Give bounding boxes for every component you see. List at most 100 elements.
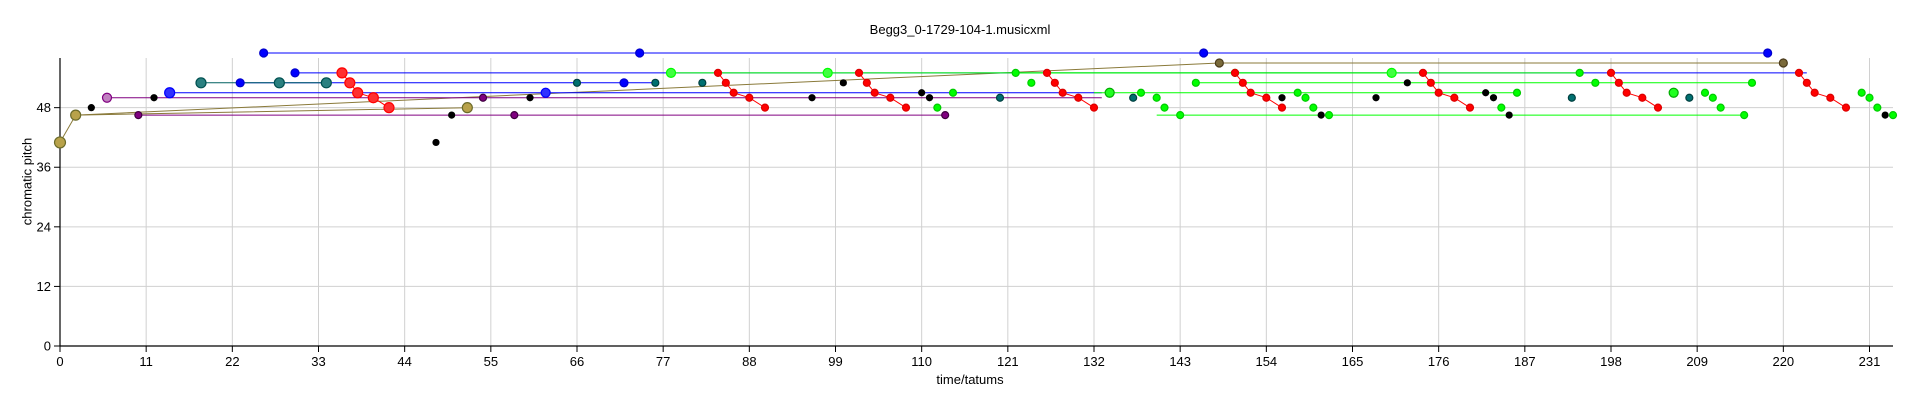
data-point	[1129, 93, 1138, 102]
data-point	[1668, 87, 1679, 98]
data-point	[854, 68, 864, 77]
data-point	[1372, 94, 1380, 102]
data-point	[1027, 78, 1036, 87]
data-point	[383, 102, 395, 114]
data-point	[925, 94, 934, 102]
data-point	[1230, 68, 1240, 77]
data-point	[510, 111, 519, 120]
y-tick-label: 48	[37, 100, 51, 115]
data-point	[1708, 93, 1717, 102]
data-point	[235, 78, 245, 88]
data-point	[1794, 68, 1804, 77]
data-point	[195, 77, 207, 89]
x-tick-label: 0	[56, 354, 63, 369]
data-point	[886, 93, 895, 102]
y-tick-label: 0	[44, 339, 51, 354]
x-tick-label: 165	[1342, 354, 1364, 369]
x-tick-label: 209	[1686, 354, 1708, 369]
y-tick-label: 12	[37, 279, 51, 294]
series-line	[1046, 72, 1095, 109]
data-point	[1638, 93, 1647, 102]
data-point	[1497, 103, 1506, 112]
data-point	[729, 88, 738, 97]
data-point	[1324, 111, 1334, 120]
data-point	[540, 87, 551, 98]
series-line	[717, 72, 766, 109]
data-point	[1418, 68, 1428, 77]
data-point	[941, 111, 950, 120]
data-point	[1881, 111, 1889, 119]
data-point	[1614, 78, 1623, 87]
data-point	[1434, 88, 1443, 97]
data-point	[1802, 78, 1811, 87]
x-tick-label: 198	[1600, 354, 1622, 369]
x-tick-label: 88	[742, 354, 756, 369]
data-point	[1160, 103, 1169, 112]
grid-layer	[59, 58, 1893, 347]
data-point	[344, 77, 356, 89]
x-tick-label: 154	[1255, 354, 1277, 369]
data-point	[1246, 88, 1255, 97]
data-point	[665, 67, 677, 78]
data-point	[1505, 111, 1513, 119]
data-point	[1489, 94, 1498, 102]
series-line	[1422, 72, 1471, 109]
data-point	[1293, 88, 1302, 97]
data-point	[619, 78, 629, 88]
data-point	[1176, 111, 1185, 120]
x-tick-label: 110	[911, 354, 932, 369]
x-tick-label: 66	[570, 354, 584, 369]
data-point	[87, 104, 95, 112]
data-point	[164, 87, 176, 99]
data-point	[367, 92, 379, 104]
data-point	[1512, 88, 1522, 97]
x-tick-label: 231	[1859, 354, 1881, 369]
series-line	[1798, 72, 1847, 109]
data-point	[1888, 111, 1898, 120]
data-point	[1058, 88, 1067, 97]
data-point	[1152, 93, 1161, 102]
data-point	[870, 88, 879, 97]
data-point	[290, 68, 300, 78]
data-point	[1826, 93, 1835, 102]
data-point	[862, 78, 871, 87]
point-layer	[53, 48, 1898, 149]
data-point	[1191, 78, 1200, 87]
data-point	[822, 67, 833, 78]
x-tick-label: 77	[656, 354, 670, 369]
data-point	[1685, 93, 1694, 102]
data-point	[995, 93, 1005, 102]
data-point	[1042, 68, 1052, 77]
data-point	[1716, 103, 1725, 112]
data-point	[1857, 88, 1866, 97]
data-point	[745, 93, 754, 102]
data-point	[760, 103, 770, 112]
data-point	[1865, 93, 1874, 102]
chart-title: Begg3_0-1729-104-1.musicxml	[869, 22, 1051, 37]
data-point	[1238, 78, 1247, 87]
data-point	[1386, 67, 1397, 78]
axis-layer: 0 11 22 33 44 55 66 77 88 99 110 121 132 143 154 165 176…	[37, 58, 1893, 369]
data-point	[1104, 87, 1115, 98]
data-point	[721, 78, 730, 87]
data-point	[101, 92, 113, 103]
data-point	[1465, 103, 1475, 112]
data-point	[1317, 111, 1325, 119]
data-point	[1214, 58, 1224, 68]
x-tick-label: 176	[1428, 354, 1450, 369]
data-point	[698, 78, 707, 87]
data-point	[1747, 78, 1757, 87]
data-point	[1810, 88, 1819, 97]
x-tick-label: 99	[828, 354, 842, 369]
data-point	[933, 103, 942, 112]
series-line	[75, 62, 1220, 116]
series-line	[1610, 72, 1659, 109]
series-line	[1234, 72, 1283, 109]
data-point	[1089, 103, 1099, 112]
data-point	[320, 77, 332, 89]
data-point	[70, 109, 82, 121]
data-point	[572, 78, 582, 87]
data-point	[948, 88, 958, 97]
data-point	[1262, 93, 1271, 102]
